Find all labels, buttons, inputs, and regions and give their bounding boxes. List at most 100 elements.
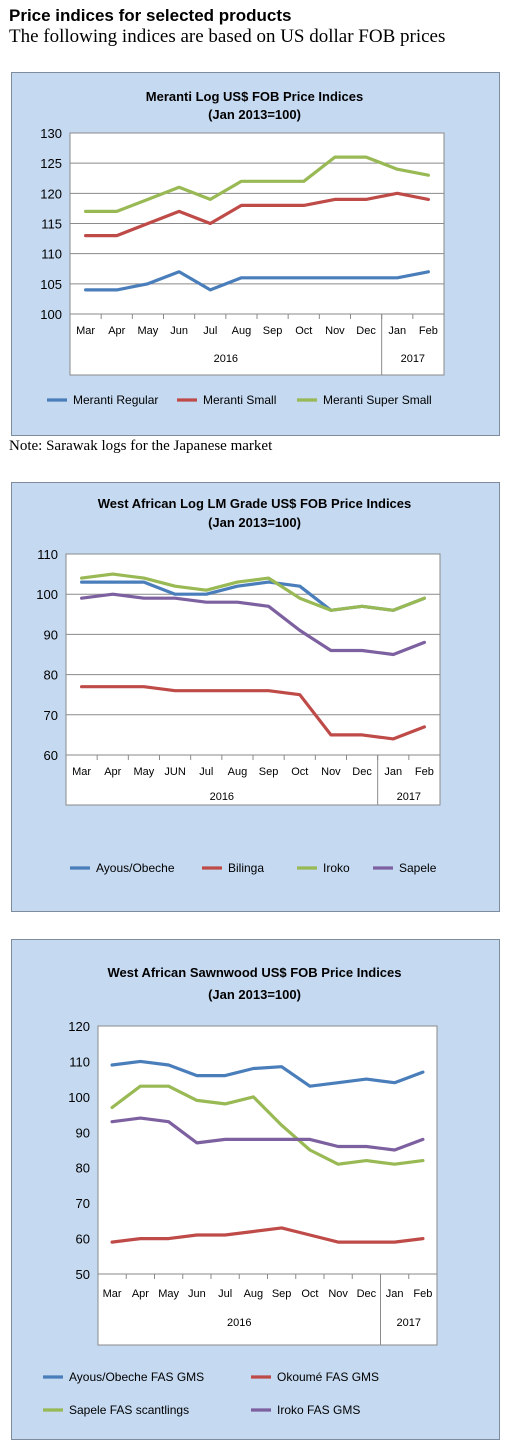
y-tick-label: 120 [68,1019,90,1034]
x-tick-label: Oct [295,325,312,337]
x-tick-label: Jan [388,325,406,337]
year-label: 2017 [397,791,421,803]
x-tick-label: Apr [132,1288,149,1300]
x-tick-label: Feb [413,1288,432,1300]
x-tick-label: Dec [357,1288,377,1300]
year-label: 2016 [210,791,234,803]
legend-label-bilinga: Bilinga [228,861,264,875]
y-tick-label: 120 [40,186,62,201]
y-tick-label: 90 [44,627,58,642]
series-line-iroko [79,572,426,612]
y-tick-label: 90 [76,1125,90,1140]
series-line-okoum-fas-gms [110,1226,425,1244]
x-tick-label: Jul [218,1288,232,1300]
series-line-ayous-obeche-fas-gms [110,1059,425,1088]
x-tick-label: Jan [386,1288,404,1300]
x-tick-label: Jan [384,766,402,778]
category-axis-box [69,313,445,376]
legend-label-ayous-obeche: Ayous/Obeche [96,861,175,875]
series-line-iroko-fas-gms [110,1116,425,1152]
category-axis-box [65,754,441,806]
y-tick-label: 115 [41,217,62,232]
legend-label-meranti-regular: Meranti Regular [73,393,158,407]
legend-label-sapele: Sapele [399,861,437,875]
x-tick-label: Jul [199,766,213,778]
x-tick-label: May [134,766,155,778]
plot-area [66,554,440,755]
y-tick-label: 110 [69,1054,90,1069]
year-label: 2016 [227,1317,251,1329]
x-tick-label: Jul [203,325,217,337]
x-tick-label: Apr [104,766,121,778]
chart-title: Meranti Log US$ FOB Price Indices [146,89,363,104]
x-tick-label: Nov [328,1288,348,1300]
y-tick-label: 105 [40,277,62,292]
page-subheading: The following indices are based on US do… [9,26,446,47]
x-tick-label: May [138,325,159,337]
series-line-meranti-regular [83,270,430,292]
y-tick-label: 70 [76,1196,90,1211]
series-line-meranti-small [83,191,430,238]
x-tick-label: Sep [263,325,283,337]
legend-label-ayous-obeche-fas-gms: Ayous/Obeche FAS GMS [69,1370,204,1384]
chart-subtitle: (Jan 2013=100) [208,987,301,1002]
x-tick-label: Aug [228,766,248,778]
y-tick-label: 110 [37,547,58,562]
category-axis-box [97,1273,438,1346]
y-tick-label: 100 [36,587,58,602]
chart-subtitle: (Jan 2013=100) [208,515,301,530]
chart-note: Note: Sarawak logs for the Japanese mark… [9,438,273,454]
x-tick-label: Aug [244,1288,264,1300]
legend-label-iroko: Iroko [323,861,350,875]
x-tick-label: Mar [76,325,95,337]
legend-label-okoum-fas-gms: Okoumé FAS GMS [277,1370,379,1384]
west-african-log-chart-panel: West African Log LM Grade US$ FOB Price … [11,482,500,912]
west-african-sawnwood-chart-panel: West African Sawnwood US$ FOB Price Indi… [11,939,500,1440]
year-label: 2017 [397,1317,421,1329]
x-tick-label: Mar [103,1288,122,1300]
legend-label-sapele-fas-scantlings: Sapele FAS scantlings [69,1403,189,1417]
y-tick-label: 110 [41,247,62,262]
page-heading: Price indices for selected products [9,6,292,25]
chart-subtitle: (Jan 2013=100) [208,107,301,122]
year-label: 2016 [214,353,238,365]
x-tick-label: Feb [415,766,434,778]
meranti-chart-panel: Meranti Log US$ FOB Price Indices (Jan 20… [11,72,500,436]
x-tick-label: Sep [272,1288,292,1300]
series-line-meranti-super-small [83,155,430,213]
legend-label-meranti-small: Meranti Small [203,393,276,407]
x-tick-label: Dec [356,325,376,337]
x-tick-label: Oct [291,766,308,778]
y-tick-label: 60 [76,1232,90,1247]
y-tick-label: 50 [76,1267,90,1282]
x-tick-label: Aug [232,325,252,337]
y-tick-label: 80 [44,668,58,683]
chart-title: West African Log LM Grade US$ FOB Price … [98,496,412,511]
year-label: 2017 [401,353,425,365]
x-tick-label: Oct [301,1288,318,1300]
y-tick-label: 125 [40,156,62,171]
x-tick-label: Jun [170,325,188,337]
x-tick-label: Nov [321,766,341,778]
x-tick-label: Feb [419,325,438,337]
y-tick-label: 80 [76,1161,90,1176]
x-tick-label: Apr [108,325,125,337]
y-tick-label: 70 [44,708,58,723]
legend-label-iroko-fas-gms: Iroko FAS GMS [277,1403,360,1417]
chart-svg: West African Log LM Grade US$ FOB Price … [36,496,441,875]
y-tick-label: 100 [68,1090,90,1105]
y-tick-label: 60 [44,748,58,763]
x-tick-label: Sep [259,766,279,778]
series-line-bilinga [79,685,426,741]
x-tick-label: Mar [72,766,91,778]
x-tick-label: JUN [164,766,185,778]
chart-svg: Meranti Log US$ FOB Price Indices (Jan 20… [40,89,445,407]
y-tick-label: 130 [40,126,62,141]
legend-label-meranti-super-small: Meranti Super Small [323,393,432,407]
x-tick-label: Dec [352,766,372,778]
series-line-sapele-fas-scantlings [110,1084,425,1166]
x-tick-label: May [158,1288,179,1300]
x-tick-label: Jun [188,1288,206,1300]
series-line-sapele [79,592,426,657]
chart-title: West African Sawnwood US$ FOB Price Indi… [107,965,401,980]
